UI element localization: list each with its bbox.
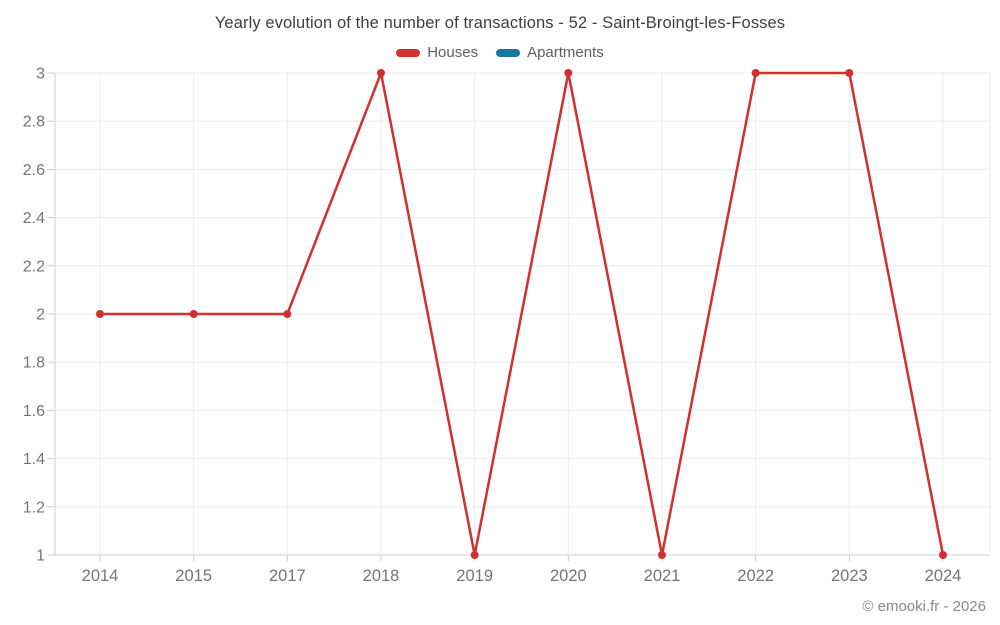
legend-label-apartments: Apartments <box>527 44 604 61</box>
y-axis-label: 1.8 <box>23 355 45 372</box>
data-point-houses-2022 <box>751 69 760 77</box>
legend-label-houses: Houses <box>427 44 479 61</box>
data-point-houses-2017 <box>283 310 292 318</box>
data-point-houses-2014 <box>96 310 104 318</box>
x-axis-label: 2021 <box>644 567 681 585</box>
x-axis-label: 2020 <box>550 567 587 585</box>
x-axis-label: 2014 <box>82 567 119 585</box>
data-point-houses-2023 <box>845 69 854 77</box>
x-axis-label: 2017 <box>269 567 306 585</box>
y-axis-label: 2.4 <box>23 210 45 227</box>
x-axis-label: 2022 <box>737 567 774 585</box>
y-axis-label: 2.2 <box>23 258 45 275</box>
data-point-houses-2020 <box>564 69 573 77</box>
y-axis-label: 1.6 <box>23 403 45 420</box>
y-axis-label: 3 <box>36 66 45 83</box>
y-axis-label: 1 <box>36 548 45 565</box>
houses-series-swatch <box>396 48 421 57</box>
x-axis-label: 2015 <box>175 567 212 585</box>
y-axis-label: 2 <box>36 307 45 324</box>
x-axis-label: 2019 <box>456 567 493 585</box>
y-axis-label: 2.6 <box>23 162 45 179</box>
legend-item-houses[interactable]: Houses <box>396 44 478 61</box>
y-axis-label: 1.4 <box>23 451 45 468</box>
data-point-houses-2019 <box>470 551 479 559</box>
y-axis-label: 2.8 <box>23 114 45 131</box>
data-point-houses-2024 <box>939 551 947 559</box>
chart-title: Yearly evolution of the number of transa… <box>214 14 786 32</box>
data-point-houses-2021 <box>658 551 666 559</box>
legend: Houses Apartments <box>0 44 1000 61</box>
legend-item-apartments[interactable]: Apartments <box>496 44 604 61</box>
y-axis-label: 1.2 <box>23 499 45 516</box>
copyright-watermark: © emooki.fr - 2026 <box>862 598 986 615</box>
x-axis-label: 2018 <box>363 567 400 585</box>
data-point-houses-2015 <box>189 310 198 318</box>
x-axis-label: 2024 <box>925 567 962 585</box>
apartments-series-swatch <box>496 48 521 57</box>
x-axis-label: 2023 <box>831 567 868 585</box>
series-line-houses <box>98 71 945 557</box>
data-point-houses-2018 <box>377 69 385 77</box>
